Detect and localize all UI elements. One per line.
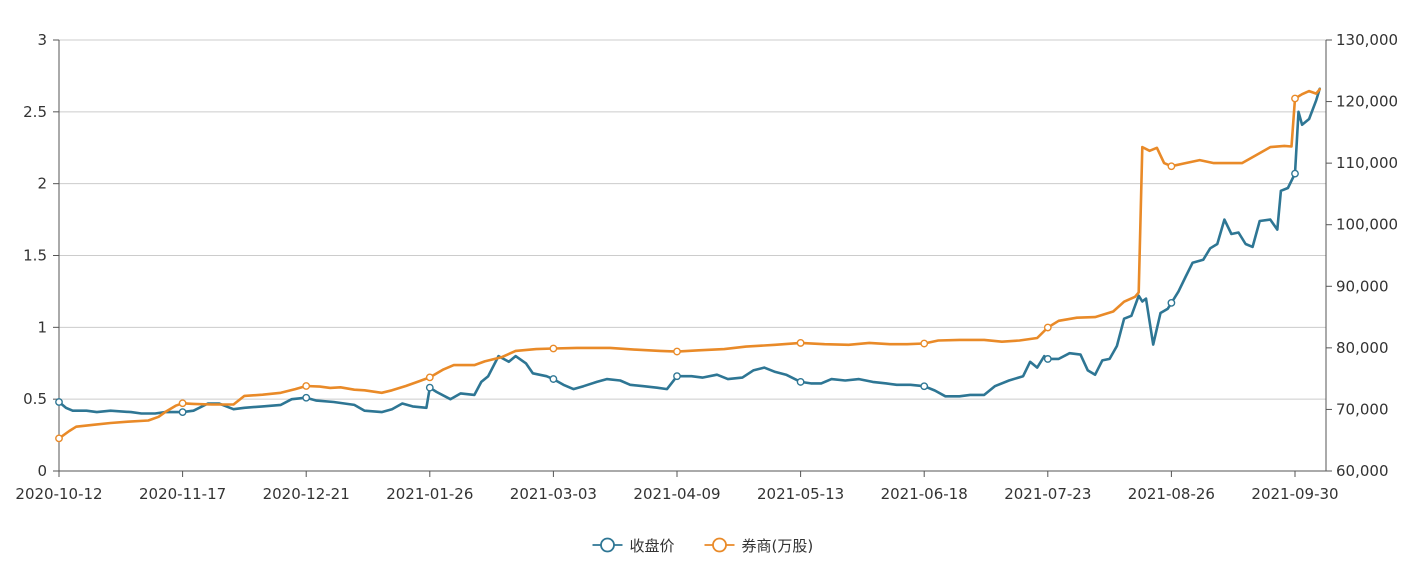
series-marker-2 [425, 373, 434, 382]
x-tick-label: 2020-12-21 [263, 485, 350, 503]
series-marker-2 [55, 434, 63, 443]
y-right-tick-label: 80,000 [1336, 339, 1389, 357]
series-marker-1 [673, 372, 681, 381]
axes: 0 0.5 1 1.5 2 2.5 3 60,000 70,000 80,000 90,000 100… [15, 31, 1398, 503]
gridlines [59, 39, 1326, 472]
series-marker-2 [673, 347, 681, 356]
series-marker-1 [55, 398, 63, 406]
series-marker-1 [1291, 169, 1299, 178]
series-line-2 [57, 88, 1321, 440]
x-tick-label: 2021-01-26 [386, 485, 473, 503]
y-right-tick-label: 120,000 [1336, 93, 1398, 111]
series-marker-1 [302, 393, 311, 402]
y-right-tick-label: 70,000 [1336, 400, 1389, 418]
y-left-tick-label: 1.5 [23, 247, 47, 265]
series-markers [55, 94, 1299, 443]
series-marker-1 [796, 378, 805, 386]
series-marker-2 [1043, 323, 1052, 332]
series-marker-2 [1167, 162, 1176, 171]
x-tick-label: 2021-06-18 [881, 485, 968, 503]
y-right-tick-label: 90,000 [1336, 277, 1389, 295]
y-right-tick-label: 60,000 [1336, 462, 1389, 480]
series-marker-2 [920, 339, 929, 348]
legend-marker [600, 537, 615, 553]
legend-label: 收盘价 [630, 537, 675, 555]
y-left-tick-label: 1 [37, 318, 47, 336]
x-tick-label: 2020-10-12 [15, 485, 102, 503]
x-tick-label: 2021-05-13 [757, 485, 844, 503]
legend-label: 券商(万股) [742, 537, 814, 555]
y-left-tick-label: 3 [37, 31, 47, 49]
legend-marker [712, 537, 727, 553]
x-tick-label: 2021-09-30 [1251, 485, 1338, 503]
y-right-tick-label: 130,000 [1336, 31, 1398, 49]
y-right-tick-label: 100,000 [1336, 216, 1398, 234]
series-marker-1 [1043, 355, 1052, 363]
series-marker-1 [425, 383, 434, 392]
y-right-tick-label: 110,000 [1336, 154, 1398, 172]
series-marker-1 [178, 408, 187, 416]
series-lines [57, 87, 1321, 440]
series-marker-2 [1291, 94, 1299, 103]
x-tick-label: 2021-07-23 [1004, 485, 1091, 503]
y-left-tick-label: 2 [37, 175, 47, 193]
series-marker-2 [796, 339, 805, 347]
x-tick-label: 2021-08-26 [1128, 485, 1215, 503]
legend[interactable]: 收盘价 券商(万股) [592, 537, 814, 555]
series-line-1 [57, 87, 1321, 415]
series-marker-2 [549, 344, 558, 353]
y-left-tick-label: 0.5 [23, 390, 47, 408]
legend-item-2[interactable]: 券商(万股) [704, 537, 814, 555]
y-left-tick-label: 0 [37, 462, 47, 480]
legend-item-1[interactable]: 收盘价 [592, 537, 675, 555]
y-left-tick-label: 2.5 [23, 103, 47, 121]
series-marker-2 [302, 382, 311, 390]
x-tick-label: 2021-03-03 [510, 485, 597, 503]
series-marker-1 [549, 375, 558, 383]
x-tick-label: 2021-04-09 [633, 485, 720, 503]
series-marker-2 [178, 399, 187, 408]
x-tick-label: 2020-11-17 [139, 485, 226, 503]
series-marker-1 [920, 382, 929, 391]
series-marker-1 [1167, 299, 1176, 307]
